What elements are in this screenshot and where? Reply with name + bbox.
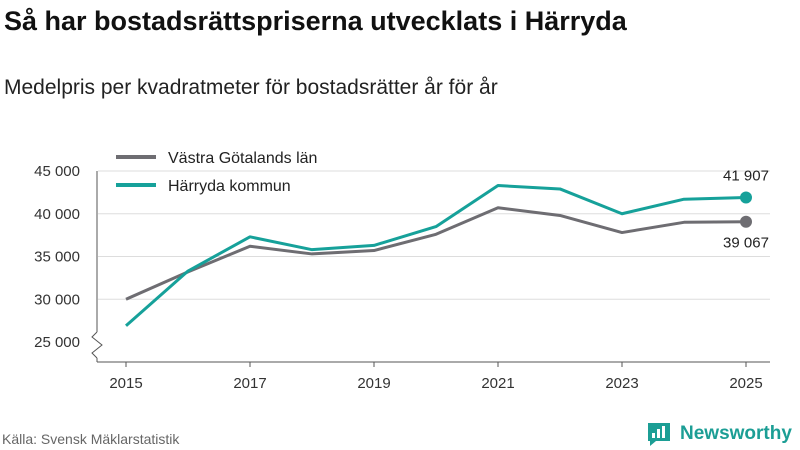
legend-label-0: Västra Götalands län [168,150,317,167]
newsworthy-icon [648,423,670,446]
series-line-0 [125,206,747,301]
legend-label-1: Härryda kommun [168,178,291,195]
end-value-label-1: 41 907 [723,167,769,184]
gridlines [98,170,770,300]
x-tick-label: 2017 [233,375,266,392]
source-note: Källa: Svensk Mäklarstatistik [2,431,180,447]
x-tick-label: 2025 [729,375,762,392]
brand-name: Newsworthy [680,423,792,444]
series-line-1 [125,184,747,327]
brand-logo: Newsworthy [646,421,792,447]
y-tick-label: 25 000 [34,334,80,351]
chart-subtitle: Medelpris per kvadratmeter för bostadsrä… [4,76,498,99]
x-tick-label: 2015 [109,375,142,392]
axes: 25 000 30 000 35 000 40 000 45 000 2015 2017 20… [34,163,770,392]
x-tick-label: 2021 [481,375,514,392]
axis-break-icon [91,331,103,359]
series-end-point-1 [740,191,752,204]
end-value-label-0: 39 067 [723,235,769,252]
y-tick-label: 45 000 [34,163,80,180]
y-tick-label: 30 000 [34,291,80,308]
y-tick-label: 40 000 [34,206,80,223]
series: 39 067 41 907 [125,167,769,327]
y-tick-label: 35 000 [34,249,80,266]
x-tick-label: 2023 [605,375,638,392]
legend: Västra Götalands län Härryda kommun [116,150,317,195]
chart-title: Så har bostadsrättspriserna utvecklats i… [4,6,627,36]
x-tick-label: 2019 [357,375,390,392]
series-end-point-0 [740,215,752,228]
